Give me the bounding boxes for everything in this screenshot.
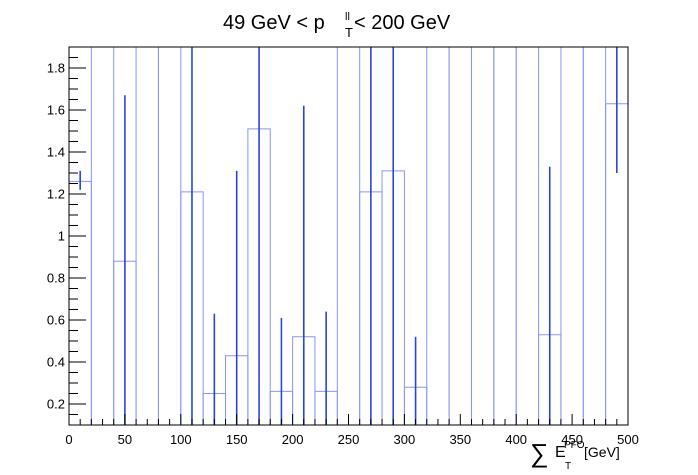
title-suffix: < 200 GeV — [354, 12, 451, 34]
y-tick-label: 1.2 — [47, 187, 65, 202]
histogram — [68, 46, 629, 425]
histogram-bin — [426, 46, 450, 425]
x-tick-label: 50 — [118, 432, 132, 447]
title-sup: ll — [345, 11, 350, 23]
xlabel-main: E — [555, 444, 566, 461]
y-tick-label: 1.4 — [47, 145, 65, 160]
error-bars — [79, 47, 618, 425]
histogram-bin — [448, 46, 472, 425]
xlabel-sum-symbol: ∑ — [530, 438, 549, 468]
histogram-bin — [560, 46, 584, 425]
y-tick-label: 0.6 — [47, 313, 65, 328]
plot-frame — [68, 46, 629, 426]
histogram-bin — [68, 180, 92, 425]
xlabel-sub: T — [565, 461, 571, 472]
histogram-bin — [515, 46, 540, 425]
y-tick-label: 1.6 — [47, 103, 65, 118]
x-tick-label: 200 — [282, 432, 304, 447]
histogram-bin — [336, 46, 361, 425]
x-tick-label: 500 — [617, 432, 639, 447]
histogram-bin — [582, 46, 607, 425]
histogram-bin — [90, 46, 115, 425]
x-tick-label: 300 — [394, 432, 416, 447]
y-tick-label: 0.2 — [47, 397, 65, 412]
y-tick-label: 1 — [58, 229, 65, 244]
histogram-bin — [493, 46, 517, 425]
y-tick-label: 0.8 — [47, 271, 65, 286]
x-tick-label: 150 — [226, 432, 248, 447]
x-tick-label: 450 — [561, 432, 583, 447]
xlabel-sup: PFO — [564, 440, 585, 451]
title-prefix: 49 GeV < p — [223, 12, 325, 34]
x-tick-label: 350 — [449, 432, 471, 447]
x-axis-label: ∑ E PFO T [GeV] — [530, 438, 620, 472]
x-tick-label: 400 — [505, 432, 527, 447]
x-tick-label: 250 — [338, 432, 360, 447]
x-tick-label: 0 — [65, 432, 72, 447]
x-axis: 0 50 100 150 200 250 300 350 400 450 500 — [65, 414, 639, 447]
xlabel-unit: [GeV] — [584, 444, 620, 460]
histogram-bin — [135, 46, 159, 425]
x-tick-label: 100 — [170, 432, 192, 447]
y-tick-label: 0.4 — [47, 355, 65, 370]
title-sub: T — [345, 25, 353, 40]
histogram-bin — [470, 46, 495, 425]
chart-title: 49 GeV < p ll T < 200 GeV — [223, 11, 451, 40]
histogram-bin — [157, 46, 182, 425]
y-axis: 0.2 0.4 0.6 0.8 1 1.2 1.4 1.6 1.8 — [47, 57, 86, 426]
y-tick-label: 1.8 — [47, 61, 65, 76]
